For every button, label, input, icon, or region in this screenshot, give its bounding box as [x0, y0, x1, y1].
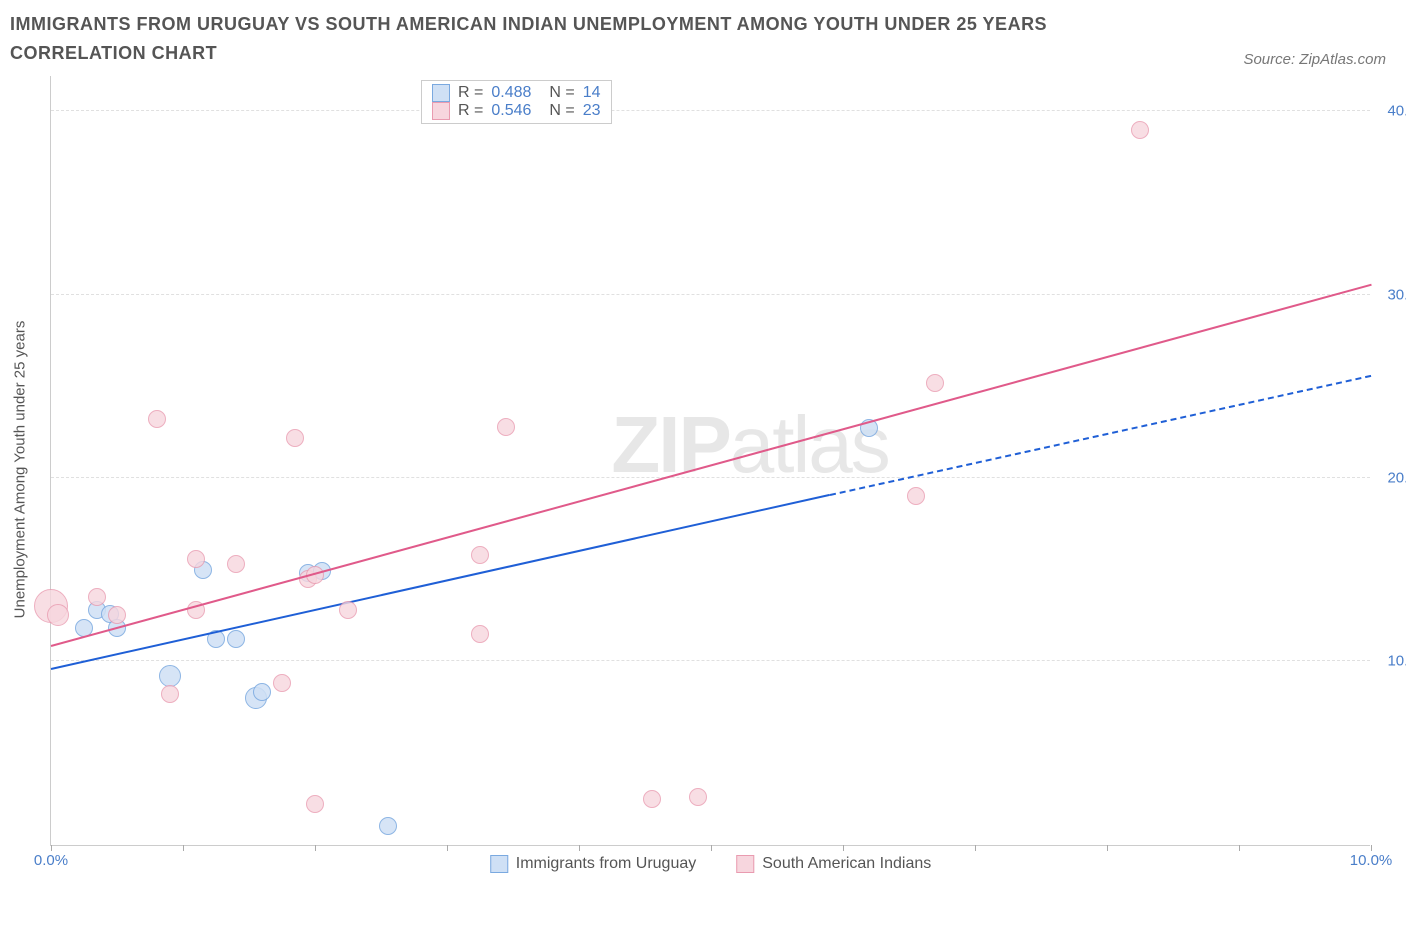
- data-point: [643, 790, 661, 808]
- legend-r-label: R =: [458, 84, 483, 102]
- legend-stats-row: R = 0.488 N = 14: [432, 84, 601, 102]
- legend-n-label: N =: [549, 102, 574, 120]
- trend-line: [51, 283, 1372, 646]
- data-point: [88, 588, 106, 606]
- data-point: [187, 550, 205, 568]
- legend-n-value: 14: [583, 84, 601, 102]
- x-tick: [579, 845, 580, 851]
- legend-n-label: N =: [549, 84, 574, 102]
- data-point: [306, 795, 324, 813]
- gridline: [51, 294, 1370, 295]
- legend-swatch: [432, 84, 450, 102]
- legend-series-item: Immigrants from Uruguay: [490, 855, 697, 873]
- trend-line: [51, 494, 830, 670]
- legend-series-item: South American Indians: [736, 855, 931, 873]
- gridline: [51, 110, 1370, 111]
- y-tick-label: 20.0%: [1387, 469, 1406, 486]
- x-tick: [1107, 845, 1108, 851]
- data-point: [108, 606, 126, 624]
- x-tick: [975, 845, 976, 851]
- x-tick-label: 10.0%: [1350, 852, 1393, 869]
- y-tick-label: 10.0%: [1387, 653, 1406, 670]
- y-tick-label: 30.0%: [1387, 286, 1406, 303]
- data-point: [907, 487, 925, 505]
- x-tick: [843, 845, 844, 851]
- data-point: [47, 604, 69, 626]
- legend-series-label: South American Indians: [762, 855, 931, 873]
- x-tick: [1239, 845, 1240, 851]
- x-tick: [711, 845, 712, 851]
- data-point: [471, 546, 489, 564]
- data-point: [286, 429, 304, 447]
- x-tick: [51, 845, 52, 851]
- legend-swatch: [490, 855, 508, 873]
- data-point: [161, 685, 179, 703]
- legend-swatch: [432, 102, 450, 120]
- gridline: [51, 660, 1370, 661]
- legend-r-label: R =: [458, 102, 483, 120]
- data-point: [379, 817, 397, 835]
- legend-r-value: 0.546: [491, 102, 531, 120]
- gridline: [51, 477, 1370, 478]
- chart-title: IMMIGRANTS FROM URUGUAY VS SOUTH AMERICA…: [10, 10, 1130, 68]
- chart-header: IMMIGRANTS FROM URUGUAY VS SOUTH AMERICA…: [10, 10, 1386, 68]
- plot-region: ZIPatlas 10.0%20.0%30.0%40.0%0.0%10.0%R …: [50, 76, 1370, 846]
- x-tick: [447, 845, 448, 851]
- x-tick: [315, 845, 316, 851]
- data-point: [253, 683, 271, 701]
- legend-stats-row: R = 0.546 N = 23: [432, 102, 601, 120]
- data-point: [227, 555, 245, 573]
- data-point: [471, 625, 489, 643]
- legend-series: Immigrants from Uruguay South American In…: [490, 855, 932, 873]
- y-tick-label: 40.0%: [1387, 103, 1406, 120]
- data-point: [926, 374, 944, 392]
- data-point: [227, 630, 245, 648]
- chart-source: Source: ZipAtlas.com: [1243, 51, 1386, 68]
- x-tick: [1371, 845, 1372, 851]
- data-point: [148, 410, 166, 428]
- trend-line-extrapolation: [830, 375, 1372, 496]
- watermark-atlas: atlas: [730, 400, 889, 489]
- legend-r-value: 0.488: [491, 84, 531, 102]
- x-tick: [183, 845, 184, 851]
- x-tick-label: 0.0%: [34, 852, 68, 869]
- data-point: [497, 418, 515, 436]
- data-point: [689, 788, 707, 806]
- data-point: [339, 601, 357, 619]
- data-point: [273, 674, 291, 692]
- y-axis-label: Unemployment Among Youth under 25 years: [12, 320, 29, 618]
- chart-area: Unemployment Among Youth under 25 years …: [50, 76, 1386, 846]
- legend-series-label: Immigrants from Uruguay: [516, 855, 697, 873]
- data-point: [1131, 121, 1149, 139]
- data-point: [159, 665, 181, 687]
- legend-n-value: 23: [583, 102, 601, 120]
- legend-stats: R = 0.488 N = 14 R = 0.546 N = 23: [421, 80, 612, 124]
- legend-swatch: [736, 855, 754, 873]
